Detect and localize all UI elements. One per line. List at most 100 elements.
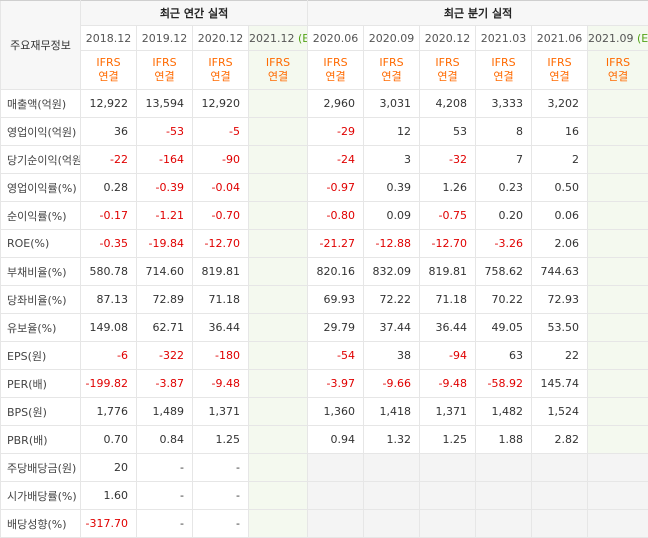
quarter-value-cell: 72.93 [532, 286, 588, 314]
quarter-value-cell: 1,360 [308, 398, 364, 426]
annual-section-title: 최근 연간 실적 [81, 1, 308, 26]
quarter-value-cell: -12.88 [364, 230, 420, 258]
quarter-value-cell: 38 [364, 342, 420, 370]
quarter-value-cell [308, 454, 364, 482]
quarter-value-cell [588, 454, 648, 482]
quarter-value-cell: 69.93 [308, 286, 364, 314]
quarter-value-cell: -3.26 [476, 230, 532, 258]
table-row: 주당배당금(원)20-- [1, 454, 648, 482]
quarter-value-cell: -32 [420, 146, 476, 174]
quarter-period-header: 2020.09 [364, 26, 420, 51]
quarter-value-cell: 3,031 [364, 90, 420, 118]
quarter-value-cell [476, 454, 532, 482]
annual-period-header: 2020.12 [193, 26, 249, 51]
annual-value-cell [249, 370, 308, 398]
quarter-value-cell: 2,960 [308, 90, 364, 118]
annual-value-cell: -0.39 [137, 174, 193, 202]
annual-value-cell: -0.70 [193, 202, 249, 230]
annual-period-header: 2018.12 [81, 26, 137, 51]
quarter-value-cell: 4,208 [420, 90, 476, 118]
quarter-value-cell: 37.44 [364, 314, 420, 342]
quarter-value-cell [476, 482, 532, 510]
ifrs-label: IFRS [420, 56, 475, 70]
annual-value-cell: 36.44 [193, 314, 249, 342]
ifrs-label: IFRS [364, 56, 419, 70]
quarter-value-cell: -12.70 [420, 230, 476, 258]
quarter-value-cell: 820.16 [308, 258, 364, 286]
quarter-value-cell: 53 [420, 118, 476, 146]
annual-value-cell: -1.21 [137, 202, 193, 230]
quarter-value-cell [588, 482, 648, 510]
quarter-value-cell: 29.79 [308, 314, 364, 342]
annual-value-cell: 149.08 [81, 314, 137, 342]
row-label: PER(배) [1, 370, 81, 398]
annual-value-cell [249, 258, 308, 286]
quarter-value-cell: 16 [532, 118, 588, 146]
quarter-value-cell [588, 118, 648, 146]
consolidated-label: 연결 [420, 70, 475, 84]
annual-value-cell [249, 454, 308, 482]
annual-value-cell [249, 90, 308, 118]
quarter-value-cell: 1.88 [476, 426, 532, 454]
ifrs-label: IFRS [308, 56, 363, 70]
quarter-value-cell: 1,524 [532, 398, 588, 426]
quarter-value-cell [588, 286, 648, 314]
quarter-value-cell: 0.09 [364, 202, 420, 230]
quarter-value-cell: 7 [476, 146, 532, 174]
annual-value-cell: -53 [137, 118, 193, 146]
estimate-marker: (E) [298, 32, 308, 45]
row-label: 영업이익률(%) [1, 174, 81, 202]
ifrs-label: IFRS [249, 56, 307, 70]
period-label: 2021.09 [588, 32, 634, 45]
annual-value-cell: - [193, 482, 249, 510]
annual-value-cell: -5 [193, 118, 249, 146]
table-row: ROE(%)-0.35-19.84-12.70-21.27-12.88-12.7… [1, 230, 648, 258]
quarter-value-cell: 0.06 [532, 202, 588, 230]
quarter-value-cell: 1.32 [364, 426, 420, 454]
row-label: 주당배당금(원) [1, 454, 81, 482]
quarter-value-cell: -58.92 [476, 370, 532, 398]
consolidated-label: 연결 [81, 70, 136, 84]
annual-value-cell: 819.81 [193, 258, 249, 286]
annual-value-cell [249, 118, 308, 146]
quarter-value-cell: 1,371 [420, 398, 476, 426]
annual-value-cell: -322 [137, 342, 193, 370]
annual-value-cell: -9.48 [193, 370, 249, 398]
quarter-value-cell: 3 [364, 146, 420, 174]
annual-value-cell: 71.18 [193, 286, 249, 314]
annual-value-cell [249, 230, 308, 258]
quarter-value-cell [420, 454, 476, 482]
annual-value-cell [249, 398, 308, 426]
quarter-value-cell: 758.62 [476, 258, 532, 286]
annual-value-cell: -317.70 [81, 510, 137, 538]
period-label: 2018.12 [86, 32, 132, 45]
table-row: 배당성향(%)-317.70-- [1, 510, 648, 538]
consolidated-label: 연결 [588, 70, 648, 84]
annual-value-cell: 1,489 [137, 398, 193, 426]
row-label: BPS(원) [1, 398, 81, 426]
quarter-value-cell: 145.74 [532, 370, 588, 398]
annual-value-cell [249, 174, 308, 202]
annual-value-cell: -12.70 [193, 230, 249, 258]
quarter-value-cell [308, 510, 364, 538]
annual-value-cell: 12,922 [81, 90, 137, 118]
quarter-value-cell [532, 454, 588, 482]
quarter-value-cell [588, 90, 648, 118]
ifrs-label: IFRS [137, 56, 192, 70]
quarter-value-cell: -54 [308, 342, 364, 370]
annual-value-cell: 72.89 [137, 286, 193, 314]
annual-value-cell: -0.35 [81, 230, 137, 258]
ifrs-label: IFRS [81, 56, 136, 70]
quarter-value-cell: 8 [476, 118, 532, 146]
quarter-value-cell: 3,333 [476, 90, 532, 118]
quarter-value-cell: 3,202 [532, 90, 588, 118]
